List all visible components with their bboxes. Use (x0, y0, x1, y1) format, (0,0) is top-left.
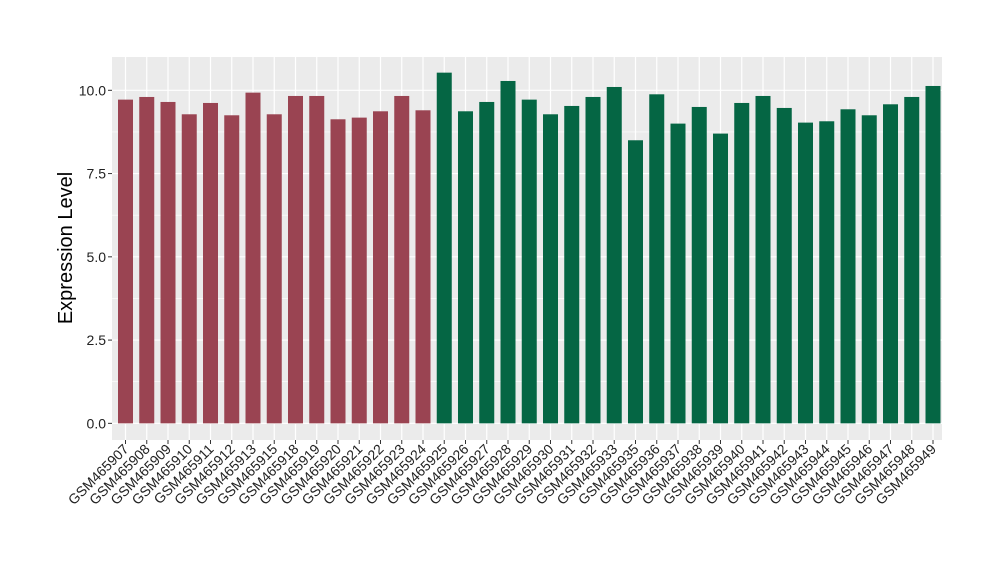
bar (798, 122, 813, 424)
bar (309, 95, 325, 424)
bar (288, 95, 303, 424)
bar (373, 111, 388, 424)
y-axis: 0.0 2.5 5.0 7.5 10.0 (79, 82, 112, 431)
bar (351, 117, 367, 424)
bar (585, 96, 601, 424)
bar (713, 133, 728, 424)
y-tick-label: 0.0 (87, 415, 107, 431)
y-tick-label: 7.5 (87, 166, 107, 182)
bars (118, 72, 941, 424)
bar (840, 109, 856, 424)
bar (118, 99, 133, 424)
bar (819, 121, 835, 424)
bar (160, 101, 176, 424)
bar (394, 95, 410, 424)
bar (266, 114, 282, 424)
bar (479, 101, 495, 424)
bar (925, 85, 941, 424)
bar (521, 99, 537, 424)
bar (670, 123, 686, 424)
bar (224, 115, 240, 424)
bar (415, 110, 431, 424)
bar (883, 104, 898, 424)
bar (776, 107, 792, 424)
y-tick-label: 10.0 (79, 82, 106, 98)
y-tick-label: 5.0 (87, 249, 107, 265)
bar (330, 119, 346, 424)
bar (203, 102, 218, 424)
y-tick-label: 2.5 (87, 332, 107, 348)
bar (564, 105, 580, 424)
bar (861, 115, 877, 424)
x-axis: GSM465907GSM465908GSM465909GSM465910GSM4… (65, 440, 939, 508)
bar (691, 106, 707, 424)
bar (458, 111, 473, 424)
bar (628, 140, 643, 424)
bar (649, 94, 665, 424)
bar (734, 102, 750, 424)
bar (181, 114, 197, 424)
bar (500, 80, 516, 424)
bar (606, 86, 622, 424)
bar (139, 96, 155, 424)
bar (755, 95, 771, 424)
bar (245, 92, 261, 424)
bar (543, 114, 558, 424)
bar (436, 72, 452, 424)
bar (904, 96, 920, 424)
y-axis-label: Expression Level (55, 172, 77, 324)
